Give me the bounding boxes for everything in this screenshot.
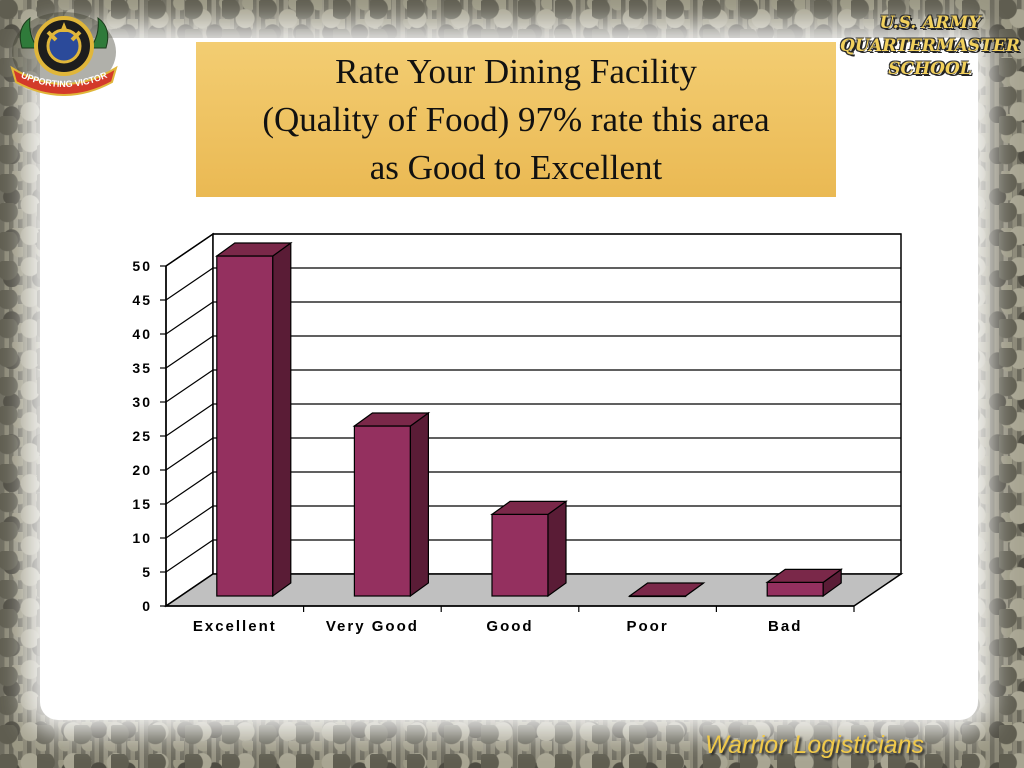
- school-line-2: QUARTERMASTER: [840, 36, 1020, 56]
- gridline: [165, 437, 901, 471]
- title-line-3: as Good to Excellent: [369, 147, 663, 187]
- y-tick-label: 20: [132, 462, 152, 478]
- title-line-2: (Quality of Food) 97% rate this area: [262, 99, 770, 139]
- gridline: [165, 539, 901, 573]
- gridline: [165, 403, 901, 437]
- y-tick-label: 50: [132, 258, 152, 274]
- bar-front: [216, 255, 274, 597]
- bar-top: [765, 568, 844, 584]
- gridline: [165, 233, 901, 267]
- gridline: [165, 267, 901, 301]
- y-tick-label: 35: [132, 360, 152, 376]
- y-tick-label: 15: [132, 496, 152, 512]
- x-tick-label: Excellent: [193, 618, 277, 635]
- bar-side: [547, 500, 567, 598]
- school-name: U.S. ARMY QUARTERMASTER SCHOOL: [830, 12, 1024, 81]
- gridline: [165, 335, 901, 369]
- x-tick-label: Very Good: [326, 618, 419, 635]
- school-line-1: U.S. ARMY: [879, 13, 981, 33]
- bar-top: [214, 242, 293, 257]
- bar-front: [491, 513, 549, 597]
- bar-front: [766, 581, 824, 597]
- school-line-3: SCHOOL: [888, 59, 972, 79]
- bar-side: [409, 411, 429, 598]
- x-tick-label: Good: [486, 618, 533, 635]
- x-tick-label: Poor: [627, 618, 669, 635]
- footer-text: Warrior Logisticians: [705, 731, 925, 759]
- y-tick-label: 45: [132, 292, 152, 308]
- bar-top: [352, 412, 431, 427]
- y-tick-label: 40: [132, 326, 152, 342]
- y-tick-label: 30: [132, 394, 152, 410]
- title-box: Rate Your Dining Facility (Quality of Fo…: [196, 42, 836, 197]
- gridline: [165, 369, 901, 403]
- y-tick-label: 10: [132, 530, 152, 546]
- bar-top: [490, 500, 568, 516]
- y-tick-label: 0: [142, 598, 152, 614]
- gridline: [165, 471, 901, 505]
- y-tick-label: 25: [132, 428, 152, 444]
- title-line-1: Rate Your Dining Facility: [335, 51, 697, 91]
- y-tick-label: 5: [142, 564, 152, 580]
- gridline: [165, 301, 901, 335]
- bar-front: [353, 425, 411, 597]
- bar-top: [627, 582, 706, 597]
- x-tick-label: Bad: [768, 618, 802, 635]
- quartermaster-logo: SUPPORTING VICTORY: [8, 8, 118, 96]
- gridline: [165, 505, 901, 539]
- bar-side: [272, 241, 292, 598]
